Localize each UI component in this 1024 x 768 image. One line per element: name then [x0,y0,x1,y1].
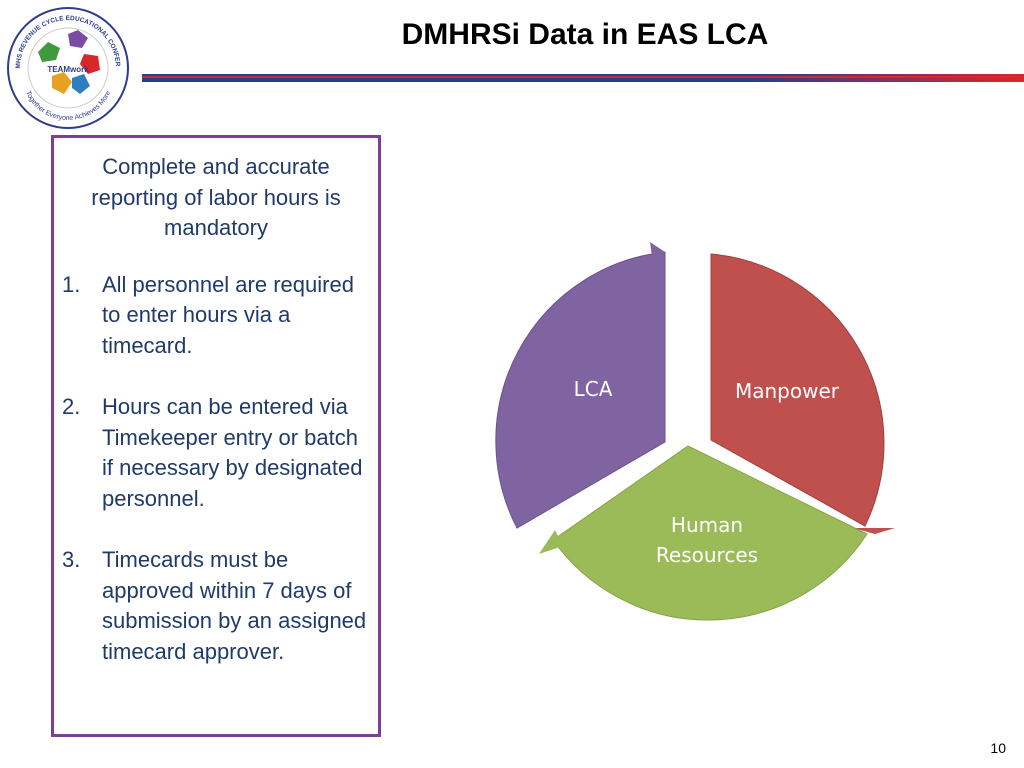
segment-label-manpower: Manpower [735,379,840,403]
list-item-text: Timecards must be approved within 7 days… [102,547,367,664]
cycle-arrowhead-lca [650,242,665,264]
cycle-arrowhead-manpower [853,528,895,534]
list-item-text: Hours can be entered via Timekeeper entr… [102,394,363,511]
list-item: 3. Timecards must be approved within 7 d… [54,545,370,667]
list-item-number: 2. [62,394,81,419]
slide-title: DMHRSi Data in EAS LCA [401,18,769,51]
list-item-number: 3. [62,547,81,572]
cycle-segment-lca [495,251,666,529]
cycle-segment-manpower [710,253,885,527]
title-divider [142,74,1024,82]
segment-label-human-resources-line1: Human [671,513,743,537]
segment-label-human-resources-line2: Resources [656,543,758,567]
list-item: 2. Hours can be entered via Timekeeper e… [54,392,370,514]
list-item-text: All personnel are required to enter hour… [102,271,354,358]
title-divider-accent [142,76,1024,78]
segment-label-lca: LCA [574,377,613,401]
page-number: 10 [990,740,1006,756]
cycle-diagram: LCA Manpower Human Resources [465,228,915,648]
list-item: 1. All personnel are required to enter h… [54,270,370,362]
requirements-list: 1. All personnel are required to enter h… [54,270,370,668]
intro-text: Complete and accurate reporting of labor… [91,154,341,240]
conference-logo: TEAMwork 2011 MHS REVENUE CYCLE EDUCATIO… [0,0,134,130]
list-item-number: 1. [62,271,81,297]
cycle-segment-human-resources [552,445,868,621]
requirements-textbox: Complete and accurate reporting of labor… [51,135,381,737]
cycle-arrowhead-human-resources [539,530,563,554]
logo-center-text: TEAMwork [47,65,89,74]
